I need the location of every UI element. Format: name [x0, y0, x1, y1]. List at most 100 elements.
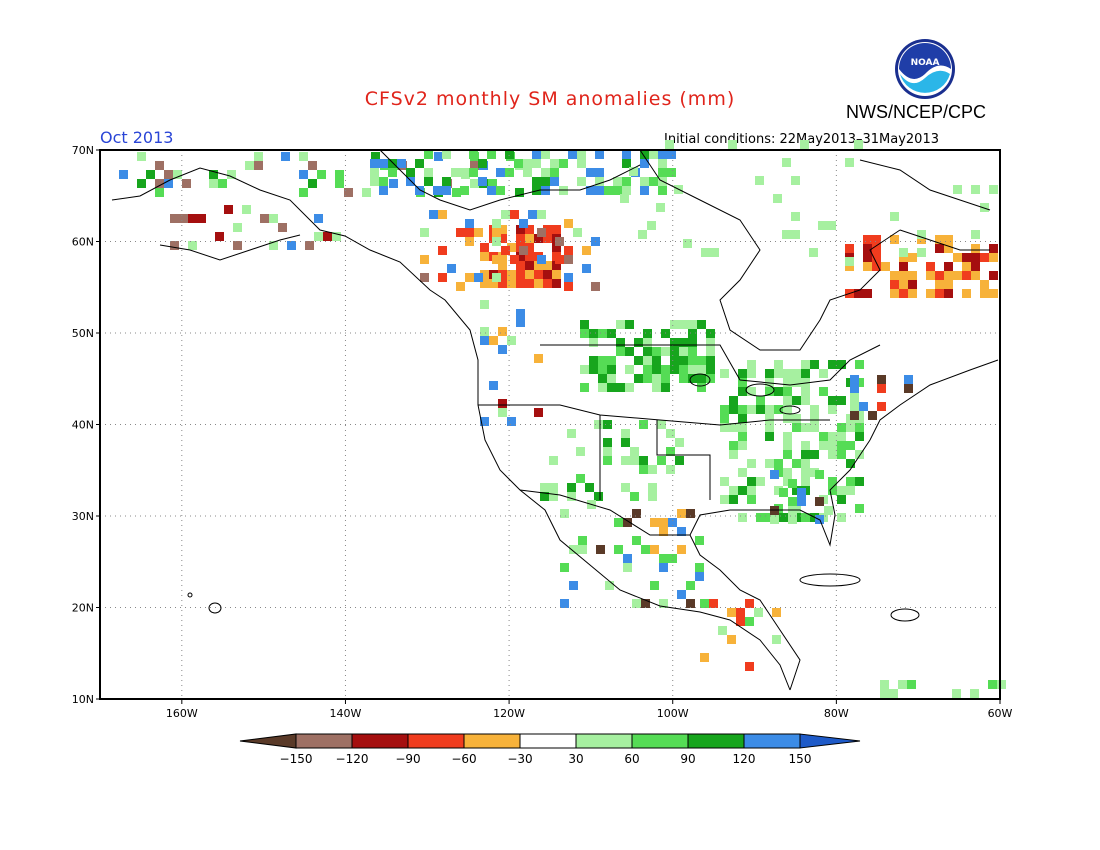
anomaly-cell [863, 262, 872, 271]
anomaly-cell [634, 374, 643, 383]
anomaly-cell [736, 617, 745, 626]
anomaly-cell [908, 253, 917, 262]
anomaly-cell [492, 273, 501, 282]
colorbar-segment [575, 733, 633, 749]
anomaly-cell [765, 369, 774, 378]
anomaly-cell [498, 234, 507, 243]
anomaly-cell [765, 387, 774, 396]
coastline-path [859, 159, 991, 211]
anomaly-cell [828, 450, 837, 459]
anomaly-cell [516, 270, 525, 279]
anomaly-cell [379, 186, 388, 195]
lon-label: 100W [657, 707, 689, 720]
anomaly-cell [197, 214, 206, 223]
anomaly-cell [580, 383, 589, 392]
anomaly-cell [580, 329, 589, 338]
anomaly-cell [534, 279, 543, 288]
anomaly-cell [845, 262, 854, 271]
anomaly-cell [745, 617, 754, 626]
anomaly-cell [729, 495, 738, 504]
anomaly-cell [720, 477, 729, 486]
lon-label: 140W [330, 707, 362, 720]
anomaly-cell [534, 261, 543, 270]
anomaly-cell [388, 168, 397, 177]
anomaly-cell [679, 347, 688, 356]
anomaly-cell [233, 241, 242, 250]
anomaly-cell [254, 152, 263, 161]
anomaly-cell [815, 497, 824, 506]
anomaly-cell [747, 495, 756, 504]
anomaly-cell [496, 186, 505, 195]
anomaly-cell [370, 177, 379, 186]
anomaly-cell [819, 441, 828, 450]
anomaly-cell [661, 383, 670, 392]
noaa-logo: NOAA [895, 39, 955, 99]
anomaly-cell [603, 438, 612, 447]
anomaly-cell [801, 468, 810, 477]
anomaly-cell [577, 150, 586, 159]
anomaly-cell [765, 432, 774, 441]
colorbar-label: −60 [451, 752, 476, 766]
anomaly-cell [550, 159, 559, 168]
colorbar-label: 30 [568, 752, 583, 766]
anomaly-cell [747, 360, 756, 369]
anomaly-cell [622, 186, 631, 195]
anomaly-cell [639, 456, 648, 465]
anomaly-cell [622, 177, 631, 186]
anomaly-cell [560, 563, 569, 572]
anomaly-cell [668, 518, 677, 527]
anomaly-cell [647, 221, 656, 230]
anomaly-cell [688, 320, 697, 329]
coastline-path [478, 404, 830, 426]
anomaly-cell [810, 468, 819, 477]
anomaly-cell [989, 253, 998, 262]
anomaly-cell [801, 396, 810, 405]
coastlines [111, 149, 999, 691]
anomaly-cell [596, 545, 605, 554]
anomaly-cell [605, 581, 614, 590]
anomaly-cell [534, 354, 543, 363]
anomaly-cell [119, 170, 128, 179]
anomaly-cell [622, 159, 631, 168]
anomaly-cell [917, 230, 926, 239]
anomaly-cell [492, 228, 501, 237]
anomaly-cell [877, 375, 886, 384]
anomaly-cell [442, 186, 451, 195]
anomaly-cell [908, 271, 917, 280]
anomaly-cell [550, 168, 559, 177]
anomaly-cell [607, 329, 616, 338]
anomaly-cell [828, 360, 837, 369]
anomaly-cell [754, 608, 763, 617]
anomaly-cell [632, 509, 641, 518]
anomaly-cell [729, 450, 738, 459]
anomaly-cell [474, 273, 483, 282]
anomaly-cell [480, 252, 489, 261]
anomaly-cell [935, 280, 944, 289]
anomaly-cell [498, 399, 507, 408]
anomaly-cell [501, 210, 510, 219]
anomaly-cell [706, 365, 715, 374]
anomaly-cell [890, 289, 899, 298]
anomaly-cell [828, 441, 837, 450]
anomaly-cell [586, 168, 595, 177]
anomaly-cell [850, 393, 859, 402]
anomaly-cell [420, 228, 429, 237]
anomaly-cell [783, 513, 792, 522]
logo-text: NOAA [911, 58, 940, 68]
anomaly-cell [305, 241, 314, 250]
anomaly-cell [738, 423, 747, 432]
anomaly-cell [507, 279, 516, 288]
anomaly-cell [438, 246, 447, 255]
anomaly-cell [855, 504, 864, 513]
colorbar-label: −90 [395, 752, 420, 766]
anomaly-cell [720, 414, 729, 423]
anomaly-cell [810, 423, 819, 432]
anomaly-cell [675, 456, 684, 465]
anomaly-cell [632, 536, 641, 545]
anomaly-cell [589, 338, 598, 347]
anomaly-cell [564, 282, 573, 291]
anomaly-cell [623, 563, 632, 572]
anomaly-cell [801, 369, 810, 378]
anomaly-cell [541, 168, 550, 177]
anomaly-cell [525, 270, 534, 279]
